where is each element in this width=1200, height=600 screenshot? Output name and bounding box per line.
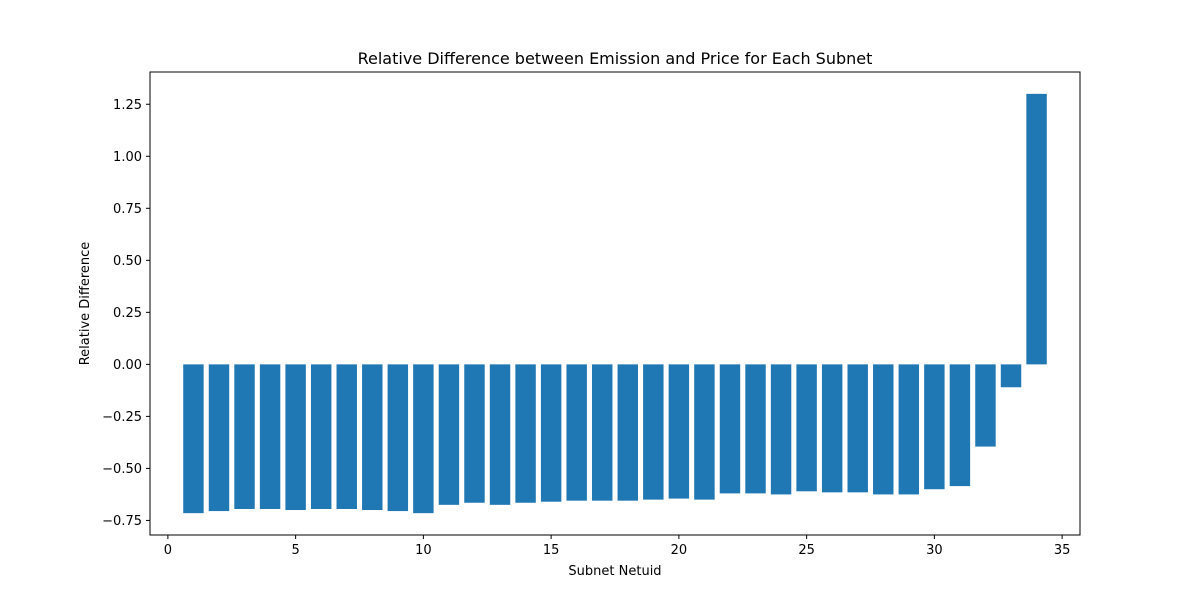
y-tick-label: −0.75 (102, 514, 142, 529)
bar-subnet-4 (259, 364, 281, 509)
bar-subnet-20 (668, 364, 690, 499)
bar-subnet-9 (387, 364, 409, 512)
x-tick-label: 20 (671, 543, 688, 558)
y-tick-label: 0.50 (113, 254, 142, 269)
bar-subnet-11 (438, 364, 460, 505)
x-tick-label: 0 (164, 543, 172, 558)
y-tick-label: 0.75 (113, 202, 142, 217)
bar-subnet-29 (898, 364, 920, 495)
bar-subnet-15 (540, 364, 562, 502)
bar-subnet-16 (566, 364, 587, 501)
bar-subnet-12 (464, 364, 485, 503)
bar-subnet-2 (208, 364, 230, 512)
bar-subnet-8 (362, 364, 383, 511)
x-tick-label: 5 (291, 543, 299, 558)
y-tick-label: −0.50 (102, 462, 142, 477)
bar-subnet-3 (234, 364, 255, 509)
y-axis-ticks: −0.75 −0.50 −0.25 0.00 0.25 0.50 0.75 1.00 1.25 (102, 98, 150, 529)
x-tick-label: 25 (798, 543, 815, 558)
x-axis-ticks: 0 5 10 15 20 25 30 35 (164, 535, 1071, 558)
plot-frame (149, 71, 1081, 536)
bar-subnet-25 (796, 364, 817, 492)
bar-subnet-13 (489, 364, 511, 505)
bar-subnet-17 (592, 364, 613, 501)
bar-subnet-30 (924, 364, 945, 490)
bar-subnet-34 (1026, 93, 1047, 365)
bar-subnet-24 (770, 364, 792, 495)
bar-subnet-28 (873, 364, 894, 495)
bar-subnet-19 (643, 364, 664, 500)
bar-subnet-32 (975, 364, 996, 447)
bar-subnet-14 (515, 364, 536, 503)
bar-subnet-23 (745, 364, 766, 494)
bar-subnet-31 (949, 364, 971, 487)
x-tick-label: 35 (1054, 543, 1071, 558)
y-tick-label: −0.25 (102, 410, 142, 425)
bar-subnet-7 (336, 364, 357, 509)
bar-subnet-18 (617, 364, 638, 501)
y-tick-label: 0.00 (113, 358, 142, 373)
bar-subnet-10 (413, 364, 434, 514)
y-tick-label: 1.25 (113, 98, 142, 113)
bar-subnet-6 (310, 364, 332, 509)
bar-subnet-27 (847, 364, 868, 493)
bar-subnet-26 (821, 364, 843, 493)
x-tick-label: 15 (543, 543, 560, 558)
chart-title: Relative Difference between Emission and… (358, 49, 873, 68)
bar-subnet-5 (285, 364, 306, 511)
bar-subnet-33 (1000, 364, 1022, 388)
bar-subnet-21 (694, 364, 715, 500)
x-axis-label: Subnet Netuid (568, 564, 661, 579)
y-axis-label: Relative Difference (78, 242, 93, 366)
bar-subnet-22 (719, 364, 741, 494)
y-tick-label: 0.25 (113, 306, 142, 321)
y-tick-label: 1.00 (113, 150, 142, 165)
bar-series (183, 93, 1047, 514)
x-tick-label: 10 (415, 543, 432, 558)
x-tick-label: 30 (926, 543, 943, 558)
bar-subnet-1 (183, 364, 204, 514)
